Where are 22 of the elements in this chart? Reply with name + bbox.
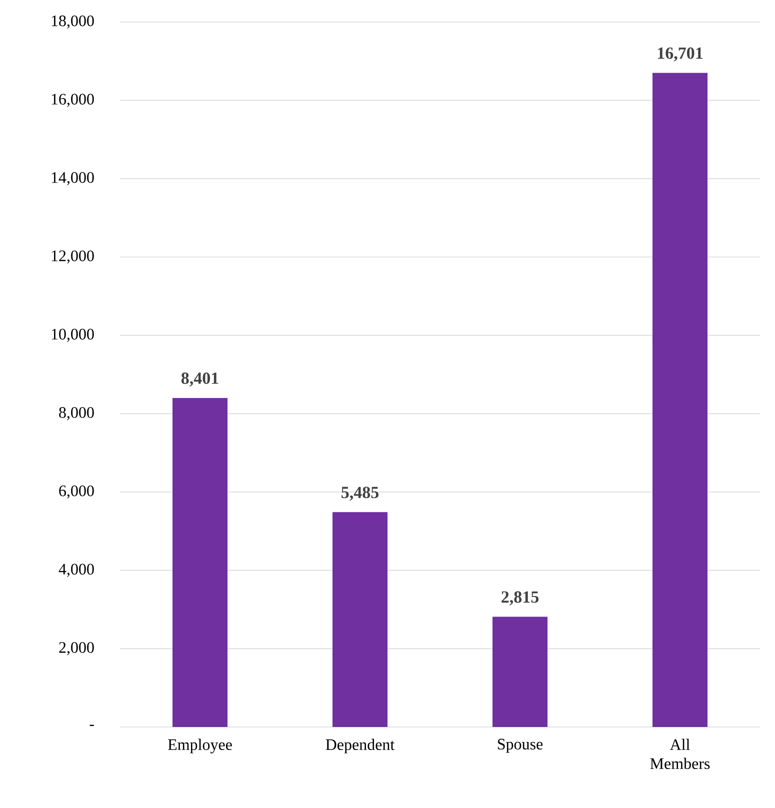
y-tick-label: 18,000 [52,15,94,29]
y-tick-label: 12,000 [52,250,94,264]
y-tick-label: 8,000 [59,407,94,420]
y-tick-label: 16,000 [52,94,94,107]
bar [492,616,548,727]
y-tick-label: 2,000 [59,642,94,656]
data-label: 2,815 [502,591,538,606]
x-tick-label: Spouse [498,738,543,753]
x-tick-label: Dependent [326,738,395,754]
bar [172,398,228,727]
y-tick-label: 6,000 [59,485,94,499]
x-tick-label: Employee [168,738,232,754]
y-tick-label: 14,000 [52,172,94,186]
data-label: 8,401 [181,372,218,386]
bar [332,512,388,727]
data-label: 16,701 [658,47,702,62]
y-tick-label: 10,000 [52,328,94,342]
bar [652,72,708,727]
x-tick-label: All Members [650,738,710,770]
data-label: 5,485 [342,486,378,501]
y-tick-label: - [90,724,94,726]
y-tick-label: 4,000 [58,564,94,577]
